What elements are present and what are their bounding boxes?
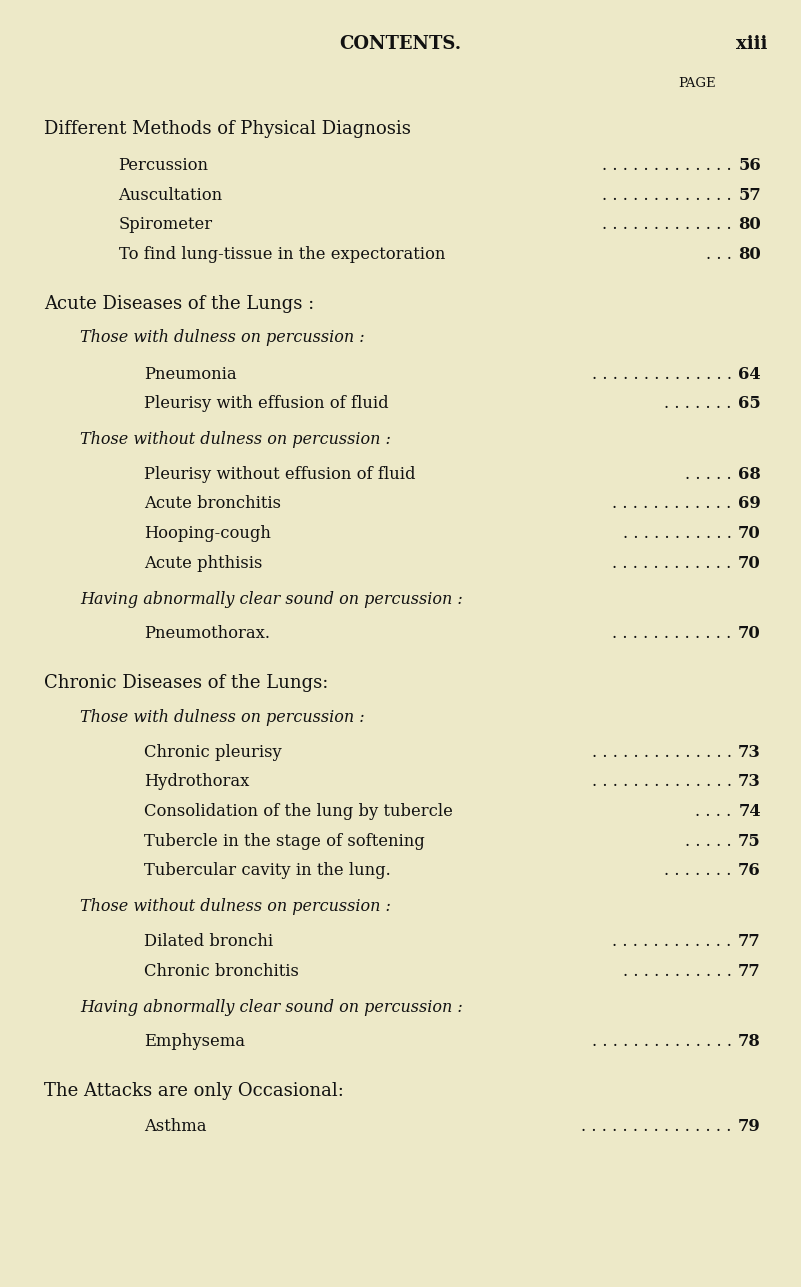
Text: To find lung-tissue in the expectoration: To find lung-tissue in the expectoration xyxy=(119,246,445,263)
Text: Hooping-cough: Hooping-cough xyxy=(144,525,271,542)
Text: Those with dulness on percussion :: Those with dulness on percussion : xyxy=(80,329,364,346)
Text: . . .: . . . xyxy=(706,246,737,263)
Text: Percussion: Percussion xyxy=(119,157,208,174)
Text: Pneumothorax.: Pneumothorax. xyxy=(144,625,270,642)
Text: 73: 73 xyxy=(739,744,761,761)
Text: Chronic pleurisy: Chronic pleurisy xyxy=(144,744,282,761)
Text: Those without dulness on percussion :: Those without dulness on percussion : xyxy=(80,431,391,448)
Text: 80: 80 xyxy=(739,216,761,233)
Text: . . . .: . . . . xyxy=(695,803,737,820)
Text: 56: 56 xyxy=(739,157,761,174)
Text: . . . . . . . . . . . .: . . . . . . . . . . . . xyxy=(613,625,737,642)
Text: Asthma: Asthma xyxy=(144,1118,207,1135)
Text: 70: 70 xyxy=(739,625,761,642)
Text: Dilated bronchi: Dilated bronchi xyxy=(144,933,273,950)
Text: 77: 77 xyxy=(739,963,761,979)
Text: Different Methods of Physical Diagnosis: Different Methods of Physical Diagnosis xyxy=(44,120,411,138)
Text: . . . . . . . . . . . . .: . . . . . . . . . . . . . xyxy=(602,157,737,174)
Text: Acute bronchitis: Acute bronchitis xyxy=(144,495,281,512)
Text: . . . . . . . . . . . .: . . . . . . . . . . . . xyxy=(613,555,737,571)
Text: Pneumonia: Pneumonia xyxy=(144,366,237,382)
Text: . . . . . . . . . . . .: . . . . . . . . . . . . xyxy=(613,933,737,950)
Text: . . . . . . . . . . .: . . . . . . . . . . . xyxy=(623,963,737,979)
Text: 80: 80 xyxy=(739,246,761,263)
Text: The Attacks are only Occasional:: The Attacks are only Occasional: xyxy=(44,1082,344,1100)
Text: 69: 69 xyxy=(739,495,761,512)
Text: 74: 74 xyxy=(739,803,761,820)
Text: 57: 57 xyxy=(739,187,761,203)
Text: CONTENTS.: CONTENTS. xyxy=(340,35,461,53)
Text: Acute Diseases of the Lungs :: Acute Diseases of the Lungs : xyxy=(44,295,314,313)
Text: 75: 75 xyxy=(739,833,761,849)
Text: Hydrothorax: Hydrothorax xyxy=(144,773,250,790)
Text: . . . . .: . . . . . xyxy=(685,466,737,483)
Text: 70: 70 xyxy=(739,525,761,542)
Text: . . . . . . . . . . .: . . . . . . . . . . . xyxy=(623,525,737,542)
Text: 79: 79 xyxy=(739,1118,761,1135)
Text: Those without dulness on percussion :: Those without dulness on percussion : xyxy=(80,898,391,915)
Text: Spirometer: Spirometer xyxy=(119,216,213,233)
Text: xiii: xiii xyxy=(736,35,767,53)
Text: 77: 77 xyxy=(739,933,761,950)
Text: Pleurisy with effusion of fluid: Pleurisy with effusion of fluid xyxy=(144,395,388,412)
Text: 73: 73 xyxy=(739,773,761,790)
Text: Those with dulness on percussion :: Those with dulness on percussion : xyxy=(80,709,364,726)
Text: 78: 78 xyxy=(739,1033,761,1050)
Text: 64: 64 xyxy=(739,366,761,382)
Text: . . . . .: . . . . . xyxy=(685,833,737,849)
Text: Tubercular cavity in the lung.: Tubercular cavity in the lung. xyxy=(144,862,391,879)
Text: Consolidation of the lung by tubercle: Consolidation of the lung by tubercle xyxy=(144,803,453,820)
Text: . . . . . . . . . . . . . .: . . . . . . . . . . . . . . xyxy=(592,744,737,761)
Text: Tubercle in the stage of softening: Tubercle in the stage of softening xyxy=(144,833,425,849)
Text: 68: 68 xyxy=(739,466,761,483)
Text: Acute phthisis: Acute phthisis xyxy=(144,555,263,571)
Text: . . . . . . . . . . . . .: . . . . . . . . . . . . . xyxy=(602,187,737,203)
Text: 65: 65 xyxy=(739,395,761,412)
Text: 76: 76 xyxy=(739,862,761,879)
Text: . . . . . . . . . . . . .: . . . . . . . . . . . . . xyxy=(602,216,737,233)
Text: . . . . . . . . . . . . . .: . . . . . . . . . . . . . . xyxy=(592,1033,737,1050)
Text: . . . . . . . . . . . . . . .: . . . . . . . . . . . . . . . xyxy=(582,1118,737,1135)
Text: . . . . . . . . . . . . . .: . . . . . . . . . . . . . . xyxy=(592,773,737,790)
Text: 70: 70 xyxy=(739,555,761,571)
Text: PAGE: PAGE xyxy=(678,77,715,90)
Text: Having abnormally clear sound on percussion :: Having abnormally clear sound on percuss… xyxy=(80,999,463,1015)
Text: Auscultation: Auscultation xyxy=(119,187,223,203)
Text: Having abnormally clear sound on percussion :: Having abnormally clear sound on percuss… xyxy=(80,591,463,607)
Text: Chronic bronchitis: Chronic bronchitis xyxy=(144,963,299,979)
Text: . . . . . . .: . . . . . . . xyxy=(664,395,737,412)
Text: Emphysema: Emphysema xyxy=(144,1033,245,1050)
Text: . . . . . . . . . . . .: . . . . . . . . . . . . xyxy=(613,495,737,512)
Text: . . . . . . .: . . . . . . . xyxy=(664,862,737,879)
Text: Chronic Diseases of the Lungs:: Chronic Diseases of the Lungs: xyxy=(44,674,328,692)
Text: . . . . . . . . . . . . . .: . . . . . . . . . . . . . . xyxy=(592,366,737,382)
Text: Pleurisy without effusion of fluid: Pleurisy without effusion of fluid xyxy=(144,466,416,483)
